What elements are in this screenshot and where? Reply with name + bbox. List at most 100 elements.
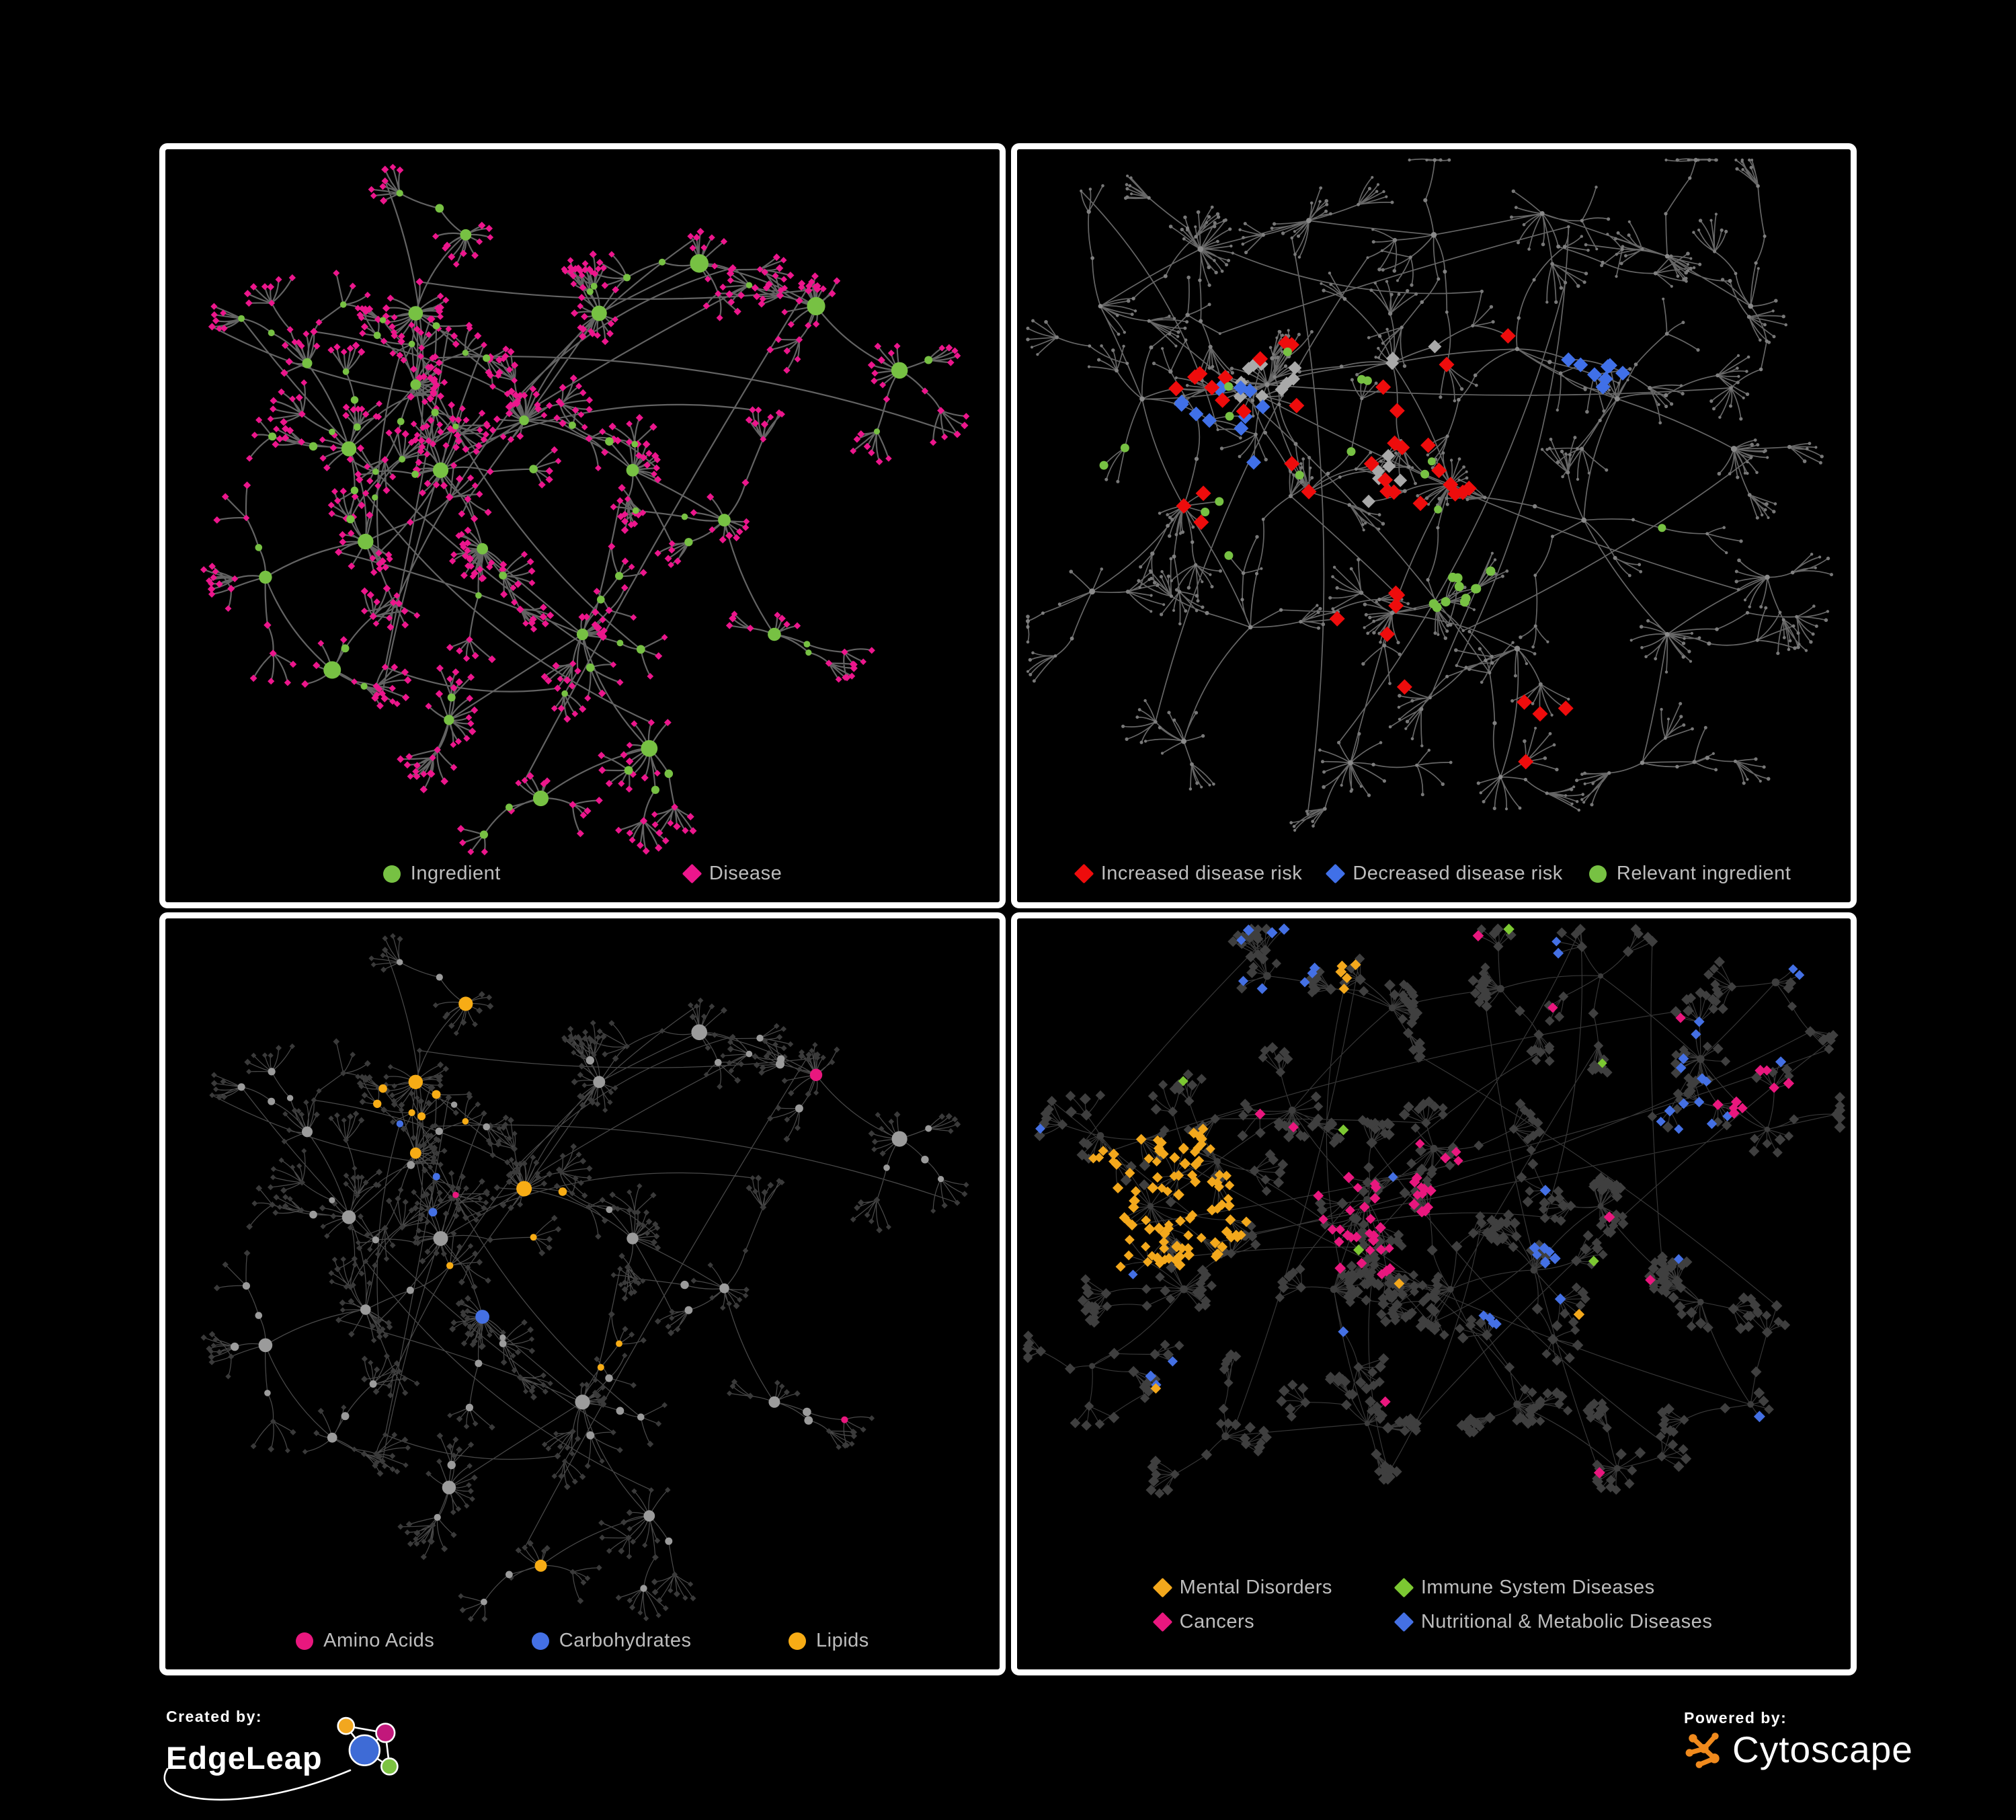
network-node-diamond (1254, 1441, 1265, 1454)
network-node-diamond (1545, 1016, 1555, 1026)
network-node-diamond (459, 540, 467, 549)
network-node-diamond (1539, 1242, 1550, 1254)
network-node-diamond (1108, 1148, 1119, 1160)
network-node-diamond (1295, 1282, 1307, 1293)
legend-label: Mental Disorders (1179, 1577, 1332, 1598)
network-node-diamond (1363, 1269, 1375, 1281)
network-node-diamond (1702, 1041, 1712, 1052)
network-node-diamond (413, 432, 421, 438)
network-node-diamond (1214, 1170, 1225, 1181)
network-node-circle (1513, 674, 1517, 678)
network-node-diamond (1605, 1226, 1617, 1238)
network-node-circle (1767, 516, 1770, 519)
network-node-circle (1368, 187, 1371, 190)
network-node-diamond (389, 323, 396, 331)
network-node-circle (1420, 300, 1424, 305)
network-node-diamond (1082, 1287, 1094, 1299)
network-node-diamond (319, 1204, 326, 1212)
network-node-diamond (767, 1115, 774, 1122)
network-node-diamond (579, 1158, 587, 1164)
network-node-diamond (352, 1165, 358, 1171)
network-node-circle (1123, 331, 1126, 334)
network-node-circle (586, 1056, 594, 1065)
network-node-diamond (381, 456, 389, 464)
network-node-diamond (655, 652, 663, 660)
network-node-circle (1388, 682, 1392, 685)
network-node-circle (691, 1024, 707, 1041)
network-node-circle (1366, 256, 1369, 260)
network-node-diamond (436, 1077, 443, 1084)
network-node-circle (446, 1262, 454, 1269)
network-node-diamond (668, 561, 674, 568)
network-node-circle (1558, 371, 1563, 375)
network-node-diamond (370, 1337, 377, 1343)
network-node-circle (417, 1112, 426, 1121)
network-node-circle (1255, 535, 1259, 539)
network-node-diamond (1125, 1234, 1135, 1245)
network-node-diamond (774, 611, 781, 619)
network-node-circle (1407, 465, 1411, 469)
network-node-diamond (1576, 941, 1588, 953)
network-node-diamond (1492, 923, 1504, 935)
network-node-diamond (1388, 598, 1404, 614)
cytoscape-node (1695, 1761, 1703, 1768)
network-node-diamond (602, 1051, 608, 1058)
network-node-diamond (780, 1026, 787, 1032)
network-node-circle (1465, 498, 1469, 502)
network-node-diamond (692, 233, 700, 241)
network-node-diamond (589, 1099, 596, 1106)
network-node-diamond (1415, 1138, 1425, 1149)
network-node-diamond (369, 612, 377, 621)
network-node-diamond (425, 1132, 432, 1140)
network-node-diamond (328, 1115, 334, 1121)
network-node-diamond (799, 1049, 805, 1056)
network-node-circle (681, 513, 688, 520)
network-node-diamond (811, 272, 819, 280)
network-node-diamond (282, 434, 290, 442)
network-node-diamond (528, 1347, 536, 1354)
network-node-diamond (419, 489, 426, 497)
network-node-diamond (798, 280, 806, 288)
network-node-circle (1689, 266, 1693, 270)
network-node-diamond (561, 268, 569, 275)
network-node-circle (1517, 241, 1520, 245)
network-node-diamond (808, 278, 815, 286)
network-node-circle (745, 282, 753, 288)
network-node-circle (1486, 566, 1496, 576)
network-node-circle (1196, 210, 1201, 214)
network-node-circle (1664, 404, 1668, 409)
network-node-diamond (520, 551, 528, 558)
network-node-diamond (547, 1380, 553, 1386)
network-node-diamond (506, 366, 513, 373)
legend-label: Amino Acids (323, 1630, 435, 1651)
network-node-diamond (1084, 1314, 1096, 1326)
network-node-circle (1607, 217, 1611, 221)
network-node-diamond (624, 1043, 630, 1050)
network-node-diamond (621, 557, 629, 565)
network-node-circle (477, 543, 488, 555)
network-node-circle (636, 645, 645, 654)
network-node-circle (1168, 332, 1171, 336)
network-node-circle (1798, 643, 1801, 646)
network-node-circle (1244, 250, 1248, 255)
network-node-diamond (753, 292, 761, 301)
network-node-diamond (669, 1315, 675, 1321)
network-node-diamond (450, 684, 458, 692)
network-node-circle (1213, 1158, 1221, 1165)
network-node-diamond (394, 426, 402, 435)
network-node-circle (1261, 518, 1265, 521)
network-node-circle (1446, 623, 1450, 627)
network-node-diamond (362, 489, 370, 497)
network-node-diamond (1624, 1478, 1635, 1489)
network-node-diamond (1266, 1042, 1279, 1054)
network-node-circle (1310, 476, 1314, 480)
network-node-diamond (452, 1436, 459, 1443)
network-node-circle (1461, 629, 1465, 633)
network-node-diamond (885, 1224, 891, 1230)
network-node-circle (1554, 300, 1558, 304)
network-node-diamond (485, 1277, 491, 1284)
network-node-circle (1362, 528, 1365, 532)
network-node-diamond (1278, 1385, 1290, 1397)
network-node-diamond (282, 1194, 289, 1200)
network-node-circle (1555, 767, 1559, 772)
